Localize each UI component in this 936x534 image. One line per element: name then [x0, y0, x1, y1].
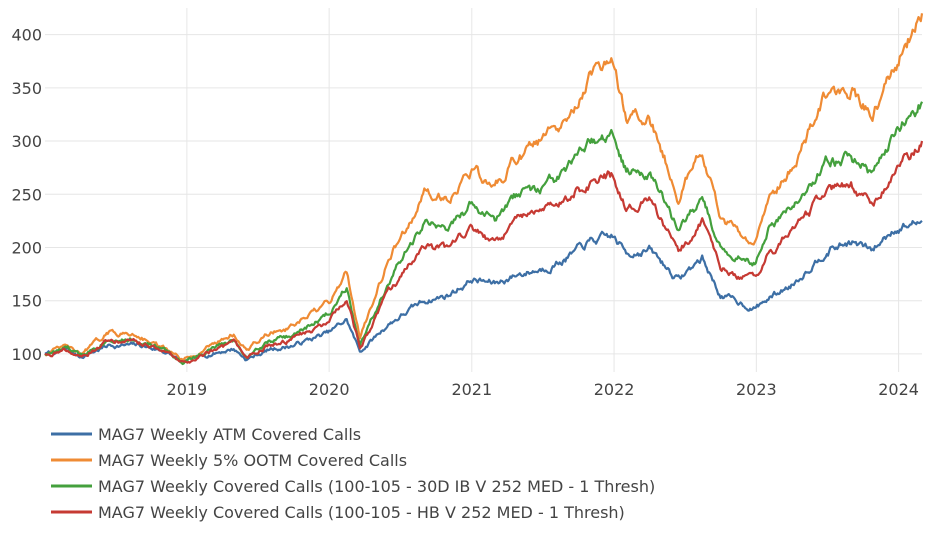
legend-label: MAG7 Weekly Covered Calls (100-105 - 30D… — [98, 477, 655, 496]
x-tick-label: 2020 — [309, 380, 350, 399]
series-line — [44, 140, 924, 364]
legend-item[interactable]: MAG7 Weekly 5% OOTM Covered Calls — [51, 451, 407, 470]
legend-item[interactable]: MAG7 Weekly ATM Covered Calls — [51, 425, 361, 444]
series-line — [44, 101, 924, 366]
x-tick-label: 2023 — [736, 380, 777, 399]
legend-item[interactable]: MAG7 Weekly Covered Calls (100-105 - 30D… — [51, 477, 655, 496]
y-tick-label: 100 — [11, 345, 42, 364]
y-tick-label: 200 — [11, 238, 42, 257]
x-gridlines — [186, 8, 900, 372]
x-tick-label: 2021 — [451, 380, 492, 399]
y-gridlines — [45, 34, 922, 355]
x-axis-tick-labels: 2019 2020 2021 2022 2023 2024 — [167, 380, 919, 399]
legend[interactable]: MAG7 Weekly ATM Covered Calls MAG7 Weekly… — [51, 425, 655, 522]
legend-label: MAG7 Weekly ATM Covered Calls — [98, 425, 361, 444]
legend-item[interactable]: MAG7 Weekly Covered Calls (100-105 - HB … — [51, 503, 625, 522]
y-tick-label: 400 — [11, 26, 42, 45]
legend-label: MAG7 Weekly Covered Calls (100-105 - HB … — [98, 503, 625, 522]
y-tick-label: 150 — [11, 292, 42, 311]
x-tick-label: 2024 — [878, 380, 919, 399]
series-line — [44, 13, 924, 361]
series-line — [44, 220, 923, 363]
legend-label: MAG7 Weekly 5% OOTM Covered Calls — [98, 451, 407, 470]
x-tick-label: 2022 — [594, 380, 635, 399]
y-axis-tick-labels: 100 150 200 250 300 350 400 — [11, 26, 42, 364]
x-tick-label: 2019 — [167, 380, 208, 399]
plot-area — [44, 13, 924, 366]
y-tick-label: 300 — [11, 132, 42, 151]
y-tick-label: 350 — [11, 79, 42, 98]
y-tick-label: 250 — [11, 185, 42, 204]
